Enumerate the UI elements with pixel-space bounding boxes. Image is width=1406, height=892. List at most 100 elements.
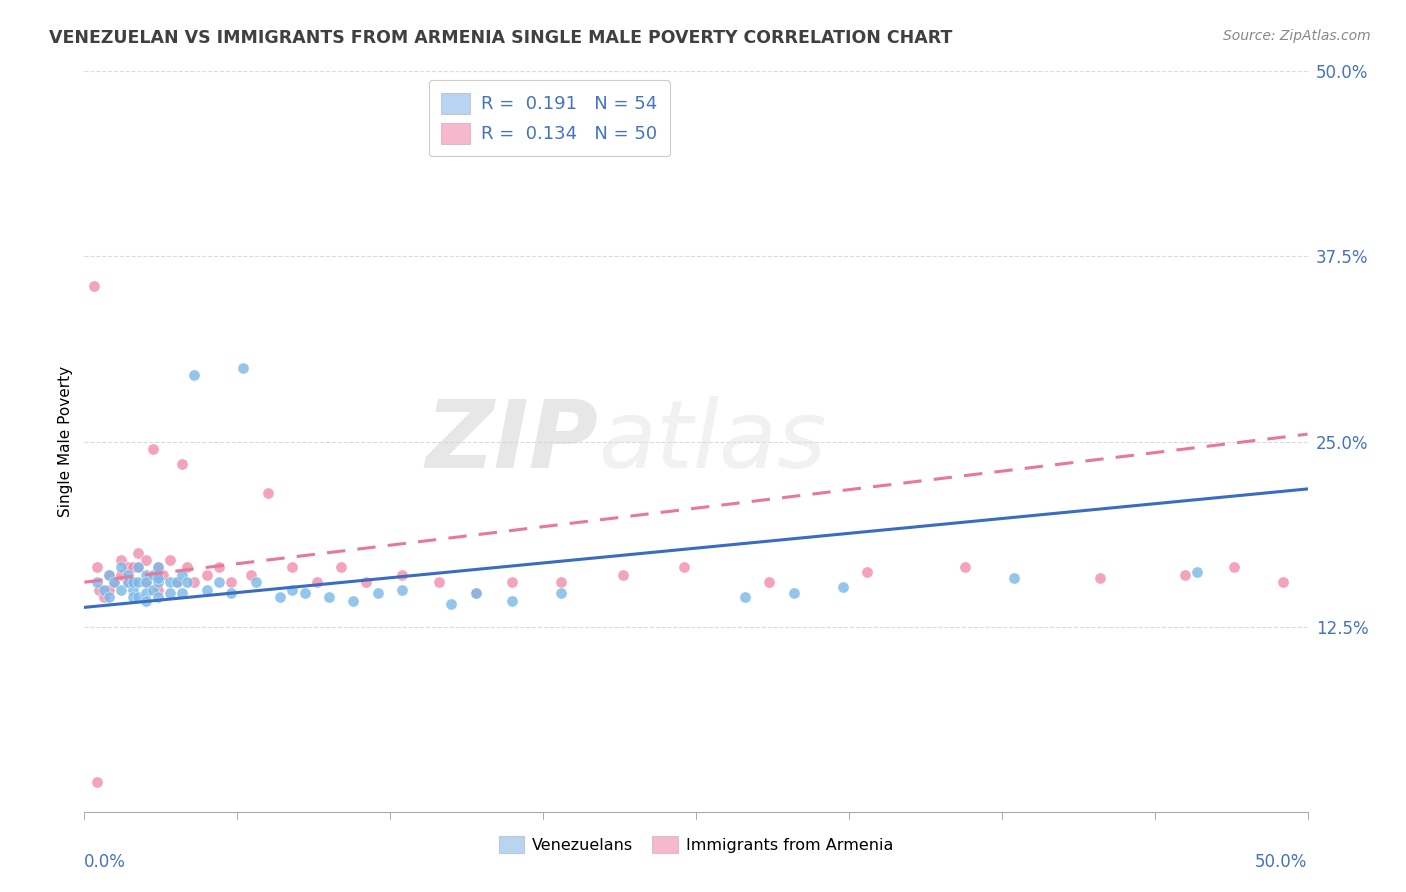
Point <box>831 580 853 594</box>
Point <box>97 582 120 597</box>
Point <box>87 582 110 597</box>
Point <box>856 565 879 579</box>
Point <box>502 594 524 608</box>
Text: VENEZUELAN VS IMMIGRANTS FROM ARMENIA SINGLE MALE POVERTY CORRELATION CHART: VENEZUELAN VS IMMIGRANTS FROM ARMENIA SI… <box>49 29 953 47</box>
Point <box>135 553 157 567</box>
Point <box>172 457 194 471</box>
Point <box>330 560 353 574</box>
Point <box>122 582 145 597</box>
Text: atlas: atlas <box>598 396 827 487</box>
Point <box>219 585 242 599</box>
Point <box>1002 571 1025 585</box>
Point <box>127 560 149 574</box>
Point <box>122 575 145 590</box>
Point <box>127 560 149 574</box>
Point <box>281 582 304 597</box>
Point <box>159 553 181 567</box>
Point <box>103 575 125 590</box>
Point <box>195 582 218 597</box>
Point <box>135 575 157 590</box>
Point <box>142 582 165 597</box>
Legend: Venezuelans, Immigrants from Armenia: Venezuelans, Immigrants from Armenia <box>492 830 900 859</box>
Point <box>152 567 174 582</box>
Point <box>159 575 181 590</box>
Text: 0.0%: 0.0% <box>84 853 127 871</box>
Point <box>464 585 486 599</box>
Point <box>208 575 231 590</box>
Point <box>239 567 262 582</box>
Point <box>110 582 132 597</box>
Point <box>103 575 125 590</box>
Point <box>257 486 280 500</box>
Point <box>146 575 169 590</box>
Point <box>83 279 105 293</box>
Point <box>135 585 157 599</box>
Text: 50.0%: 50.0% <box>1256 853 1308 871</box>
Point <box>305 575 328 590</box>
Point <box>1187 565 1209 579</box>
Point <box>550 575 572 590</box>
Point <box>208 560 231 574</box>
Point <box>146 590 169 604</box>
Text: ZIP: ZIP <box>425 395 598 488</box>
Point <box>502 575 524 590</box>
Point <box>269 590 291 604</box>
Point <box>1272 575 1295 590</box>
Point <box>440 598 463 612</box>
Point <box>281 560 304 574</box>
Point <box>117 575 139 590</box>
Point <box>294 585 316 599</box>
Point <box>127 590 149 604</box>
Point <box>146 560 169 574</box>
Point <box>93 590 115 604</box>
Point <box>122 575 145 590</box>
Point <box>245 575 267 590</box>
Point <box>232 360 254 375</box>
Point <box>1223 560 1246 574</box>
Point <box>135 575 157 590</box>
Point <box>117 567 139 582</box>
Y-axis label: Single Male Poverty: Single Male Poverty <box>58 366 73 517</box>
Point <box>464 585 486 599</box>
Point <box>783 585 806 599</box>
Point <box>672 560 695 574</box>
Point <box>127 575 149 590</box>
Point <box>135 594 157 608</box>
Point <box>391 582 413 597</box>
Point <box>146 582 169 597</box>
Point <box>127 546 149 560</box>
Point <box>318 590 340 604</box>
Point <box>1174 567 1197 582</box>
Point <box>110 553 132 567</box>
Point <box>97 567 120 582</box>
Point <box>176 560 198 574</box>
Point <box>86 575 108 590</box>
Point <box>97 567 120 582</box>
Point <box>734 590 756 604</box>
Point <box>117 560 139 574</box>
Point <box>367 585 389 599</box>
Point <box>117 575 139 590</box>
Point <box>146 560 169 574</box>
Point <box>176 575 198 590</box>
Point <box>550 585 572 599</box>
Point <box>110 560 132 574</box>
Point <box>183 368 205 382</box>
Point <box>135 567 157 582</box>
Point <box>195 567 218 582</box>
Point <box>953 560 976 574</box>
Text: Source: ZipAtlas.com: Source: ZipAtlas.com <box>1223 29 1371 44</box>
Point <box>391 567 413 582</box>
Point <box>612 567 634 582</box>
Point <box>342 594 364 608</box>
Point <box>142 442 165 456</box>
Point <box>142 567 165 582</box>
Point <box>1088 571 1111 585</box>
Point <box>427 575 450 590</box>
Point <box>219 575 242 590</box>
Point <box>172 585 194 599</box>
Point <box>97 590 120 604</box>
Point <box>159 585 181 599</box>
Point <box>172 567 194 582</box>
Point <box>93 582 115 597</box>
